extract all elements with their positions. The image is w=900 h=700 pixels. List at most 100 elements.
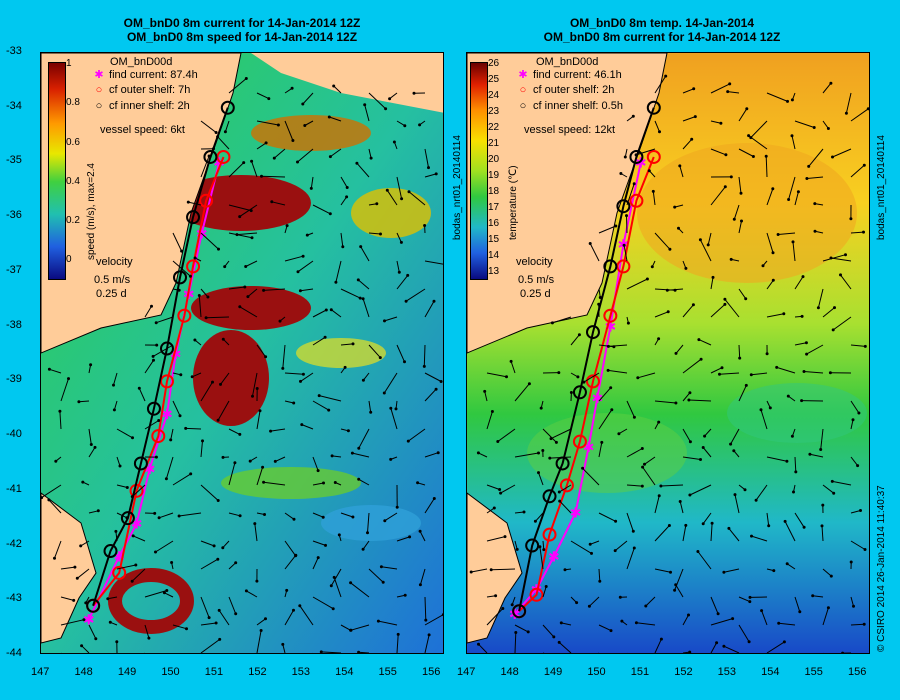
velocity-arrow [626, 484, 643, 487]
velocity-arrow-head [514, 631, 518, 634]
velocity-arrow [689, 484, 712, 496]
velocity-arrow [823, 652, 824, 653]
velocity-arrow [217, 136, 230, 150]
velocity-arrow [682, 456, 701, 460]
velocity-arrow-head [722, 644, 726, 648]
velocity-arrow-head [255, 579, 259, 583]
velocity-arrow-head [47, 367, 51, 371]
route-waypoint-marker [186, 210, 201, 225]
velocity-arrow-head [674, 351, 678, 355]
velocity-arrow-head [647, 169, 651, 173]
route-waypoint-marker [203, 149, 218, 164]
velocity-arrow [550, 428, 572, 440]
velocity-arrow-head [193, 338, 197, 342]
velocity-arrow [263, 481, 286, 486]
velocity-arrow [778, 622, 796, 626]
velocity-arrow-head [378, 356, 382, 360]
velocity-arrow-head [281, 642, 285, 646]
velocity-arrow-head [749, 373, 753, 377]
velocity-arrow-head [292, 608, 295, 612]
speed-features [108, 115, 431, 634]
velocity-arrow-head [821, 503, 825, 507]
velocity-arrow [312, 400, 329, 411]
velocity-arrow [491, 568, 516, 571]
velocity-arrow [396, 120, 406, 127]
velocity-arrow-head [201, 439, 204, 443]
velocity-arrow-head [376, 619, 380, 623]
velocity-arrow [300, 372, 314, 382]
velocity-arrow [172, 400, 181, 417]
colorbar-tick-label: 20 [488, 154, 500, 165]
route-waypoint-marker [616, 199, 631, 214]
velocity-arrow-head [112, 408, 116, 412]
velocity-arrow-head [625, 214, 628, 218]
velocity-arrow [144, 360, 154, 374]
velocity-arrow-head [296, 270, 300, 274]
velocity-arrow-head [849, 217, 853, 221]
velocity-arrow [850, 456, 858, 466]
velocity-arrow-head [693, 115, 697, 119]
velocity-arrow-head [379, 232, 382, 236]
left-map[interactable]: ✱ ✱ ✱ ✱ ✱ ✱ ✱ ✱ ✱ [40, 52, 444, 654]
velocity-arrow [719, 372, 740, 375]
velocity-arrow [598, 652, 599, 653]
velocity-arrow [840, 274, 852, 290]
velocity-arrow [356, 162, 370, 178]
velocity-arrow [570, 334, 580, 346]
velocity-arrow [144, 420, 159, 430]
velocity-arrow-head [640, 447, 644, 450]
velocity-arrow-head [657, 337, 661, 341]
velocity-arrow [352, 452, 370, 458]
velocity-arrow [284, 372, 304, 375]
velocity-arrow [654, 311, 669, 318]
velocity-arrow-head [851, 418, 855, 422]
velocity-arrow [368, 400, 372, 413]
velocity-arrow-head [357, 477, 361, 481]
velocity-arrow-head [636, 376, 640, 380]
velocity-arrow [312, 456, 319, 471]
velocity-arrow [256, 467, 264, 486]
velocity-arrow [539, 546, 544, 570]
velocity-arrow-head [820, 524, 824, 528]
circle-marker-icon: ○ [519, 84, 527, 96]
velocity-arrow-head [509, 359, 513, 363]
lon-tick-label: 147 [31, 666, 50, 678]
velocity-arrow-head [324, 308, 328, 312]
velocity-arrow [755, 484, 768, 501]
velocity-arrow [312, 336, 326, 346]
circle-marker-icon: ○ [95, 100, 103, 112]
velocity-arrow [623, 245, 628, 262]
velocity-arrow [561, 622, 572, 626]
velocity-arrow-head [703, 434, 707, 438]
velocity-arrow-head [264, 355, 268, 359]
velocity-arrow-head [73, 565, 77, 569]
velocity-arrow [88, 624, 97, 639]
velocity-arrow-head [216, 557, 220, 561]
velocity-arrow-head [643, 462, 646, 466]
velocity-arrow-head [688, 440, 692, 444]
velocity-arrow [144, 590, 167, 598]
velocity-arrow-head [221, 455, 225, 459]
lat-tick-label: -42 [6, 537, 22, 550]
velocity-arrow-head [538, 545, 542, 549]
velocity-arrow-head [802, 525, 806, 529]
velocity-arrow-head [696, 550, 700, 553]
lon-tick-label: 149 [543, 666, 563, 678]
velocity-arrow [636, 622, 656, 626]
velocity-arrow-head [255, 387, 259, 390]
velocity-arrow-head [251, 394, 254, 398]
velocity-arrow-head [527, 382, 531, 386]
velocity-arrow-head [322, 481, 325, 485]
right-map[interactable]: ✱✱✱✱✱✱✱✱✱ [466, 52, 870, 654]
velocity-arrow [514, 452, 539, 458]
velocity-arrow [423, 344, 426, 367]
velocity-arrow-head [290, 86, 294, 90]
route-star-marker: ✱ [161, 406, 173, 422]
route-outer-shelf [518, 156, 655, 612]
velocity-arrow-head [634, 621, 638, 625]
velocity-arrow-head [185, 627, 188, 631]
velocity-arrow-head [862, 230, 865, 234]
route-waypoint-marker [186, 259, 201, 274]
velocity-arrow-head [849, 560, 853, 564]
velocity-arrow-head [341, 245, 345, 249]
